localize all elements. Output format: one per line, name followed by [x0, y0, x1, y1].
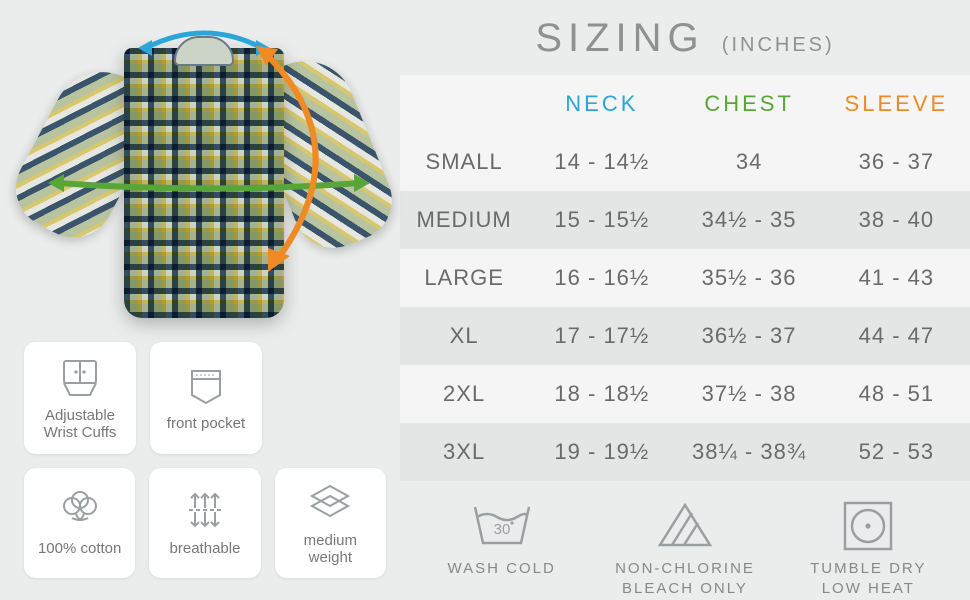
cell-chest: 38¼ - 38¾	[675, 423, 822, 481]
cell-sleeve: 41 - 43	[823, 249, 970, 307]
cuff-icon	[58, 355, 102, 399]
sizing-title-text: SIZING	[535, 16, 704, 60]
table-body: SMALL 14 - 14½ 34 36 - 37 MEDIUM 15 - 15…	[400, 133, 970, 481]
table-row: LARGE 16 - 16½ 35½ - 36 41 - 43	[400, 249, 970, 307]
feature-row-2: 100% cotton breathable medium	[24, 468, 386, 578]
cell-chest: 35½ - 36	[675, 249, 822, 307]
feature-cuffs: AdjustableWrist Cuffs	[24, 342, 136, 454]
care-wash: 30 WASH COLD	[417, 499, 587, 579]
feature-weight: mediumweight	[275, 468, 386, 578]
table-row: SMALL 14 - 14½ 34 36 - 37	[400, 133, 970, 191]
feature-label: front pocket	[167, 415, 245, 432]
cell-sleeve: 52 - 53	[823, 423, 970, 481]
care-label: NON-CHLORINEBLEACH ONLY	[615, 559, 755, 598]
size-label: XL	[400, 307, 528, 365]
feature-label: mediumweight	[304, 532, 357, 567]
feature-label: 100% cotton	[38, 540, 121, 557]
size-label: 2XL	[400, 365, 528, 423]
cell-sleeve: 44 - 47	[823, 307, 970, 365]
cell-neck: 14 - 14½	[528, 133, 675, 191]
shirt-image	[24, 18, 384, 328]
sizing-units: (INCHES)	[722, 34, 835, 56]
tumble-icon	[837, 499, 899, 551]
feature-label: breathable	[170, 540, 241, 557]
weight-icon	[308, 480, 352, 524]
header-blank	[400, 75, 528, 133]
pocket-icon	[184, 363, 228, 407]
cell-sleeve: 36 - 37	[823, 133, 970, 191]
cell-chest: 34½ - 35	[675, 191, 822, 249]
size-label: SMALL	[400, 133, 528, 191]
cell-chest: 37½ - 38	[675, 365, 822, 423]
care-tumble: TUMBLE DRYLOW HEAT	[783, 499, 953, 598]
feature-row-1: AdjustableWrist Cuffs front pocket	[24, 342, 386, 454]
sizing-table: NECK CHEST SLEEVE SMALL 14 - 14½ 34 36 -…	[400, 75, 970, 481]
cell-neck: 16 - 16½	[528, 249, 675, 307]
size-label: MEDIUM	[400, 191, 528, 249]
cell-neck: 17 - 17½	[528, 307, 675, 365]
feature-cotton: 100% cotton	[24, 468, 135, 578]
table-row: 2XL 18 - 18½ 37½ - 38 48 - 51	[400, 365, 970, 423]
cell-chest: 34	[675, 133, 822, 191]
care-bleach: NON-CHLORINEBLEACH ONLY	[600, 499, 770, 598]
care-row: 30 WASH COLD NON-CHLORINEBLEACH ONLY TUM…	[400, 481, 970, 598]
care-label: TUMBLE DRYLOW HEAT	[810, 559, 926, 598]
feature-breathable: breathable	[149, 468, 260, 578]
breathable-icon	[183, 488, 227, 532]
header-neck: NECK	[528, 75, 675, 133]
table-row: XL 17 - 17½ 36½ - 37 44 - 47	[400, 307, 970, 365]
cell-neck: 18 - 18½	[528, 365, 675, 423]
cell-sleeve: 38 - 40	[823, 191, 970, 249]
bleach-icon	[654, 499, 716, 551]
wash-icon: 30	[471, 499, 533, 551]
feature-label: AdjustableWrist Cuffs	[44, 407, 117, 442]
wash-temp: 30	[493, 521, 510, 538]
table-row: MEDIUM 15 - 15½ 34½ - 35 38 - 40	[400, 191, 970, 249]
header-chest: CHEST	[675, 75, 822, 133]
cell-chest: 36½ - 37	[675, 307, 822, 365]
left-column: AdjustableWrist Cuffs front pocket 100% …	[0, 0, 400, 600]
sizing-title: SIZING (INCHES)	[400, 8, 970, 75]
cell-neck: 19 - 19½	[528, 423, 675, 481]
care-label: WASH COLD	[448, 559, 556, 579]
size-label: LARGE	[400, 249, 528, 307]
cell-sleeve: 48 - 51	[823, 365, 970, 423]
size-label: 3XL	[400, 423, 528, 481]
right-column: SIZING (INCHES) NECK CHEST SLEEVE SMALL …	[400, 0, 970, 600]
cotton-icon	[58, 488, 102, 532]
feature-pocket: front pocket	[150, 342, 262, 454]
table-row: 3XL 19 - 19½ 38¼ - 38¾ 52 - 53	[400, 423, 970, 481]
sleeve-measure-arrow	[234, 38, 364, 278]
cell-neck: 15 - 15½	[528, 191, 675, 249]
header-sleeve: SLEEVE	[823, 75, 970, 133]
table-header-row: NECK CHEST SLEEVE	[400, 75, 970, 133]
